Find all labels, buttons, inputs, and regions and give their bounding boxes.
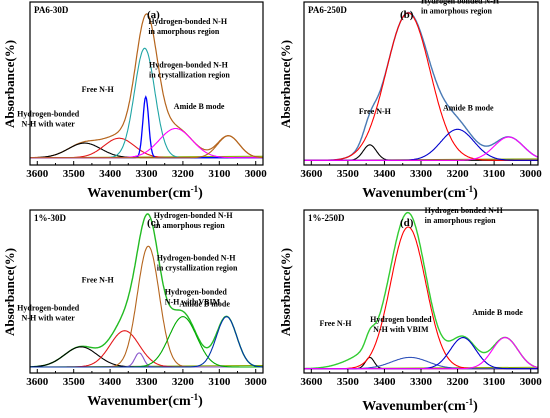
plot-frame (303, 1, 539, 166)
plot-frame (29, 1, 264, 166)
x-tick-label: 3600 (26, 168, 49, 180)
series-line-peak-2 (304, 12, 538, 161)
series-line-peak-2 (30, 330, 263, 368)
x-tick-label: 3000 (245, 168, 268, 180)
peak-annotation: Amide B mode (179, 300, 230, 309)
series-line-peak-2 (30, 137, 263, 159)
series-line-peak-5 (304, 337, 538, 370)
x-tick-label: 3100 (208, 168, 231, 180)
x-tick-label: 3000 (520, 376, 543, 388)
x-tick-label: 3600 (26, 376, 49, 388)
panel-label: (c) (147, 217, 160, 229)
x-tick-label: 3300 (410, 376, 433, 388)
sample-label: 1%-250D (308, 213, 345, 223)
peak-annotation: Hydrogen-bonded N-H in crystallization re… (157, 253, 238, 272)
x-axis-label: Wavenumber(cm-1) (362, 184, 478, 201)
peak-annotation: Free N-H (82, 85, 115, 94)
series-line-peak-1 (30, 142, 263, 159)
peak-annotation: Hydrogen-bonded N-H with VBIM (165, 288, 228, 307)
peak-annotation: Hydrogen bonded N-H in amorphous region (425, 206, 504, 225)
sample-label: 1%-30D (34, 213, 66, 223)
series-group (304, 11, 538, 161)
peak-annotation: Amide B mode (174, 102, 225, 111)
x-tick-label: 3200 (172, 376, 195, 388)
x-axis-label: Wavenumber(cm-1) (87, 392, 203, 409)
peak-annotation: Hydrogen-bonded N-H with water (17, 109, 80, 128)
x-tick-label: 3200 (172, 168, 195, 180)
x-tick-label: 3400 (373, 376, 396, 388)
y-axis-label: Absorbance(%) (2, 248, 17, 336)
x-tick-label: 3500 (63, 376, 86, 388)
panel-label: (b) (400, 9, 414, 21)
x-tick-label: 3000 (245, 376, 268, 388)
peak-annotation: Free N-H (82, 275, 115, 284)
y-axis-label: Absorbance(%) (2, 40, 17, 128)
sample-label: PA6-250D (308, 5, 347, 15)
x-axis-label: Wavenumber(cm-1) (362, 397, 478, 414)
peak-annotation: Amide B mode (472, 308, 523, 317)
x-tick-label: 3500 (63, 168, 86, 180)
peak-annotation: Hydrogen-bonded N-H in amorphous region (154, 211, 234, 230)
x-tick-label: 3300 (136, 168, 159, 180)
x-tick-label: 3500 (337, 376, 360, 388)
x-tick-label: 3100 (208, 376, 231, 388)
series-line-peak-5 (30, 316, 263, 368)
peak-annotation: Amide B mode (443, 104, 494, 113)
series-group (30, 213, 263, 368)
x-tick-label: 3300 (410, 168, 433, 180)
series-line-peak-6 (30, 135, 263, 159)
x-tick-label: 3400 (99, 168, 122, 180)
peak-annotation: Hydrogen-bonded N-H in amorphous region (148, 17, 228, 36)
series-group (304, 211, 538, 370)
x-tick-label: 3600 (300, 168, 323, 180)
series-line-total (304, 211, 538, 370)
series-line-peak-4 (304, 136, 538, 161)
series-line-peak-3 (304, 128, 538, 161)
x-tick-label: 3200 (447, 376, 470, 388)
chart-panel-b: 3600 3500 3400 3300 3200 3100 3000 PA6-250D (b) H… (278, 0, 542, 201)
x-tick-label: 3100 (483, 168, 506, 180)
x-axis-label: Wavenumber(cm-1) (87, 184, 203, 201)
chart-panel-d: 3600 3500 3400 3300 3200 3100 3000 1%-250D (d) Hy… (278, 206, 542, 414)
peak-annotation: Hydrogen-bonded N-H with water (17, 304, 80, 323)
y-axis-label: Absorbance(%) (278, 40, 293, 128)
y-axis-label: Absorbance(%) (278, 248, 293, 336)
x-tick-label: 3300 (136, 376, 159, 388)
x-tick-label: 3000 (520, 168, 543, 180)
plot-frame (29, 209, 264, 374)
peak-annotation: Free N-H (359, 107, 392, 116)
x-tick-label: 3600 (300, 376, 323, 388)
panel-label: (d) (400, 217, 414, 229)
series-line-peak-6 (30, 316, 263, 368)
x-tick-label: 3500 (337, 168, 360, 180)
peak-annotation: Hydrogen bonded N-H with VBIM (370, 315, 432, 334)
series-group (30, 13, 263, 159)
x-tick-label: 3400 (373, 168, 396, 180)
peak-annotation: Free N-H (319, 319, 352, 328)
x-tick-label: 3400 (99, 376, 122, 388)
x-tick-label: 3200 (447, 168, 470, 180)
series-line-total (30, 213, 263, 368)
plot-frame (303, 209, 539, 374)
peak-annotation: Hydrogen bonded N-H in amorphous region (421, 0, 500, 16)
x-tick-label: 3100 (483, 376, 506, 388)
peak-annotation: Hydrogen-bonded N-H in crystallization re… (149, 61, 230, 80)
sample-label: PA6-30D (34, 5, 69, 15)
panel-label: (a) (147, 9, 160, 21)
